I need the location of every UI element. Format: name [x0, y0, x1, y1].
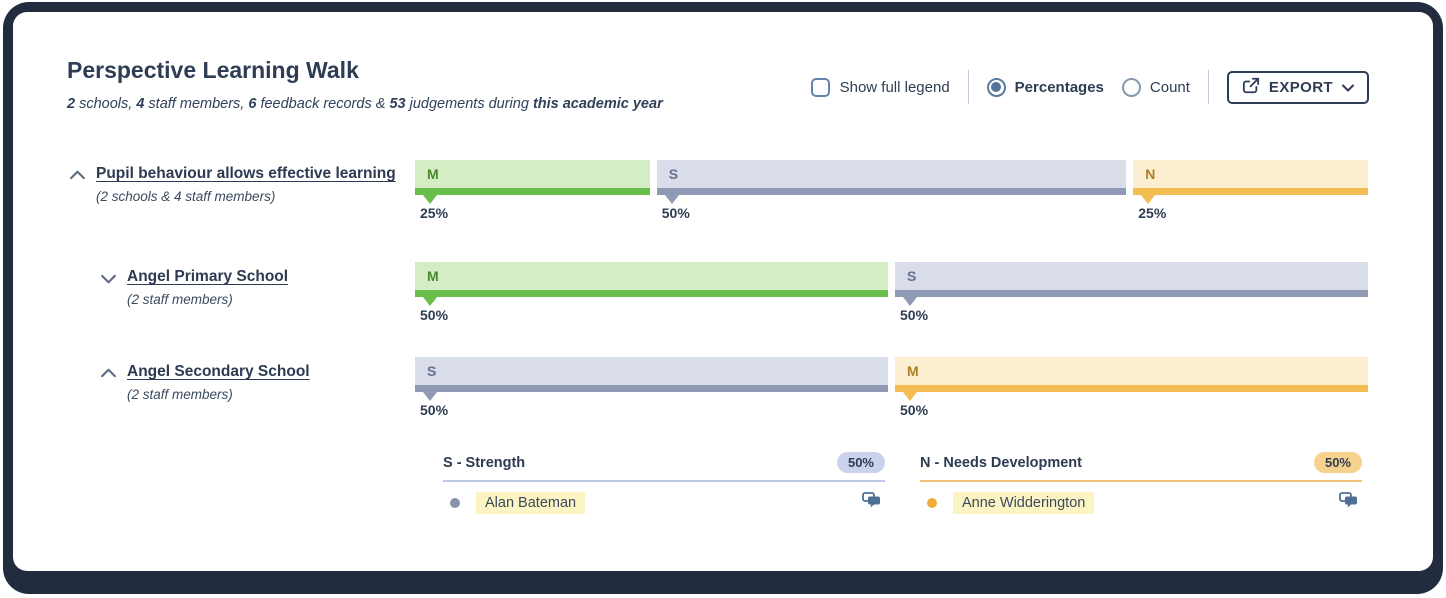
segment-letter: M: [427, 268, 439, 284]
checkbox-box[interactable]: [810, 77, 830, 97]
toolbar: Show full legend Percentages Count EXPOR…: [810, 69, 1369, 105]
judgement-bar: M 25% S 50% N 25%: [415, 160, 1368, 221]
segment-percent-label: 50%: [420, 307, 449, 323]
chevron-down-icon: [1342, 79, 1354, 96]
segment-underline: [1133, 188, 1368, 195]
export-button[interactable]: EXPORT: [1226, 70, 1369, 104]
count-label: Count: [1149, 78, 1190, 96]
summary-stats: 2 schools, 4 staff members, 6 feedback r…: [67, 96, 663, 112]
person-name[interactable]: Alan Bateman: [476, 492, 586, 514]
page-title: Perspective Learning Walk: [67, 57, 359, 83]
divider: [967, 70, 969, 104]
segment-fill: M: [415, 160, 650, 188]
school-title-link[interactable]: Angel Primary School: [127, 268, 289, 285]
judgement-title-link[interactable]: Pupil behaviour allows effective learnin…: [96, 165, 396, 182]
radio-dot[interactable]: [986, 77, 1006, 97]
segment-fill: S: [415, 357, 888, 385]
main-card: Perspective Learning Walk 2 schools, 4 s…: [13, 12, 1433, 571]
collapse-chevron-icon[interactable]: [69, 167, 86, 184]
person-row: Anne Widderington: [920, 492, 1362, 514]
legend-panel-needs-development: N - Needs Development 50% Anne Widdering…: [920, 452, 1362, 514]
panel-title: S - Strength: [443, 454, 526, 471]
show-full-legend-label: Show full legend: [839, 78, 950, 96]
segment-letter: N: [1145, 166, 1156, 182]
segment-percent-label: 25%: [420, 205, 449, 221]
export-label: EXPORT: [1268, 78, 1333, 96]
segment-underline: [895, 385, 1368, 392]
segment-marker-triangle: [664, 195, 679, 204]
percent-badge: 50%: [836, 452, 885, 473]
bar-segment-m[interactable]: M 50%: [895, 357, 1368, 418]
segment-percent-label: 50%: [900, 402, 929, 418]
segment-percent-label: 50%: [420, 402, 449, 418]
school-row-head: Angel Secondary School (2 staff members): [100, 363, 310, 402]
bar-segment-s[interactable]: S 50%: [656, 160, 1127, 221]
school-bar: S 50% M 50%: [415, 357, 1368, 418]
segment-letter: M: [427, 166, 439, 182]
panel-divider: [443, 480, 885, 482]
segment-marker-triangle: [903, 297, 917, 306]
segment-marker-triangle: [903, 392, 917, 401]
segment-fill: S: [895, 262, 1368, 290]
percentages-label: Percentages: [1014, 78, 1104, 96]
segment-letter: S: [427, 363, 437, 379]
bar-segment-s[interactable]: S 50%: [415, 357, 888, 418]
export-icon: [1242, 77, 1260, 98]
segment-marker-triangle: [1141, 195, 1156, 204]
divider: [1207, 70, 1209, 104]
segment-marker-triangle: [423, 195, 437, 204]
segment-percent-label: 50%: [900, 307, 929, 323]
percent-badge: 50%: [1313, 452, 1362, 473]
school-subtitle: (2 staff members): [127, 292, 233, 307]
segment-fill: M: [895, 357, 1368, 385]
segment-underline: [895, 290, 1368, 297]
segment-fill: N: [1133, 160, 1368, 188]
legend-panel-strength: S - Strength 50% Alan Bateman: [443, 452, 885, 514]
segment-marker-triangle: [423, 392, 437, 401]
comments-icon[interactable]: [862, 492, 881, 514]
judgement-subtitle: (2 schools & 4 staff members): [96, 189, 276, 204]
person-name[interactable]: Anne Widderington: [953, 492, 1095, 514]
segment-underline: [415, 290, 888, 297]
judgement-row-head: Pupil behaviour allows effective learnin…: [69, 165, 396, 204]
panel-title: N - Needs Development: [920, 454, 1082, 471]
segment-letter: M: [907, 363, 919, 379]
segment-underline: [656, 188, 1127, 195]
percentages-radio[interactable]: Percentages: [986, 77, 1104, 97]
bar-segment-n[interactable]: N 25%: [1133, 160, 1368, 221]
school-bar: M 50% S 50%: [415, 262, 1368, 323]
segment-marker-triangle: [423, 297, 437, 306]
show-full-legend-checkbox[interactable]: Show full legend: [810, 77, 950, 97]
segment-letter: S: [668, 166, 679, 182]
collapse-chevron-icon[interactable]: [100, 365, 117, 382]
segment-underline: [415, 188, 650, 195]
school-title-link[interactable]: Angel Secondary School: [127, 363, 310, 380]
school-subtitle: (2 staff members): [127, 387, 233, 402]
segment-percent-label: 50%: [661, 205, 690, 221]
school-row-head: Angel Primary School (2 staff members): [100, 268, 288, 307]
radio-dot[interactable]: [1121, 77, 1141, 97]
panel-divider: [920, 480, 1362, 482]
bullet-dot: [450, 498, 460, 508]
expand-chevron-icon[interactable]: [100, 270, 117, 287]
comments-icon[interactable]: [1339, 492, 1358, 514]
person-row: Alan Bateman: [443, 492, 885, 514]
segment-fill: S: [656, 160, 1127, 188]
segment-letter: S: [907, 268, 917, 284]
segment-percent-label: 25%: [1138, 205, 1167, 221]
bar-segment-s[interactable]: S 50%: [895, 262, 1368, 323]
segment-fill: M: [415, 262, 888, 290]
bullet-dot: [927, 498, 937, 508]
count-radio[interactable]: Count: [1121, 77, 1190, 97]
bar-segment-m[interactable]: M 50%: [415, 262, 888, 323]
segment-underline: [415, 385, 888, 392]
bar-segment-m[interactable]: M 25%: [415, 160, 650, 221]
